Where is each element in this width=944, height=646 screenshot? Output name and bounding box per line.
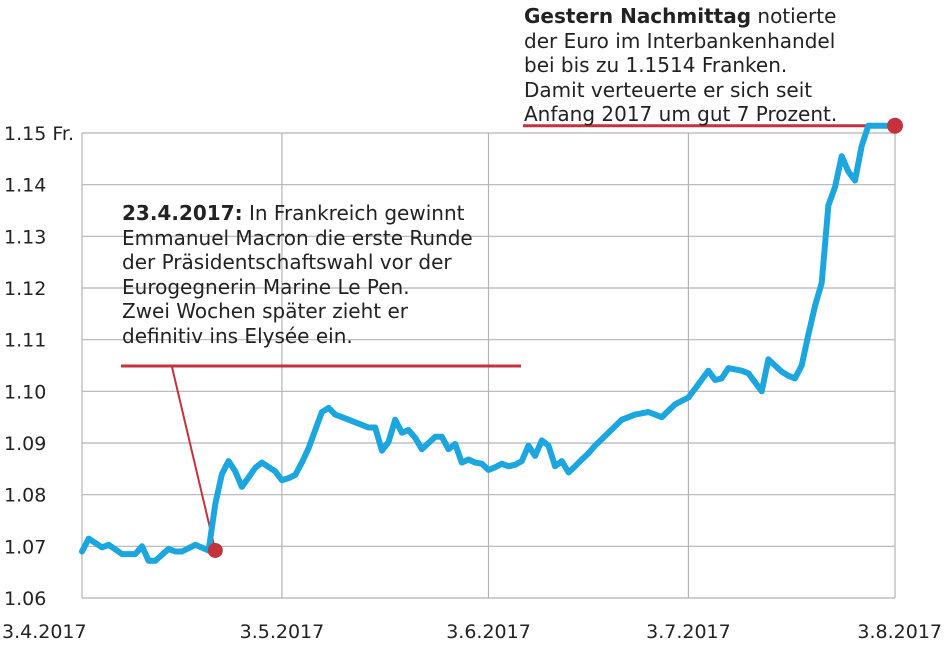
annotation-macron-line: definitiv ins Elysée ein. xyxy=(122,323,353,348)
annotation-leaders xyxy=(121,124,895,551)
x-tick-label: 3.7.2017 xyxy=(646,621,731,643)
annotation-macron-marker xyxy=(207,542,223,558)
annotation-latest-line: der Euro im Interbankenhandel xyxy=(524,28,836,53)
annotation-latest: Gestern Nachmittag notierte der Euro im … xyxy=(524,4,837,127)
annotation-macron-leader xyxy=(171,366,217,551)
series-line xyxy=(79,122,898,564)
annotation-latest-line: Anfang 2017 um gut 7 Prozent. xyxy=(524,102,838,126)
x-axis-ticks: 3.4.2017 3.5.2017 3.6.2017 3.7.2017 3.8.2017 xyxy=(2,621,942,643)
annotation-macron-line: Emmanuel Macron die erste Runde xyxy=(122,225,473,250)
x-tick-label: 3.5.2017 xyxy=(240,621,325,643)
y-tick-label: 1.11 xyxy=(4,330,46,352)
annotation-latest-bold: Gestern Nachmittag xyxy=(524,4,752,28)
annotation-latest-marker xyxy=(887,117,903,134)
y-tick-label: 1.15 Fr. xyxy=(4,123,74,145)
y-tick-label: 1.13 xyxy=(4,226,46,248)
annotation-markers xyxy=(207,117,903,558)
annotation-macron-line: Eurogegnerin Marine Le Pen. xyxy=(122,274,410,299)
annotation-macron-bold: 23.4.2017: xyxy=(122,201,243,225)
annotation-macron-line: Zwei Wochen später zieht er xyxy=(122,299,408,323)
x-tick-label: 3.4.2017 xyxy=(2,621,87,643)
annotation-macron-line: In Frankreich gewinnt xyxy=(248,201,465,225)
annotation-macron: 23.4.2017: In Frankreich gewinnt Emmanue… xyxy=(122,201,473,348)
y-tick-label: 1.10 xyxy=(4,381,46,403)
y-tick-label: 1.06 xyxy=(4,588,46,610)
x-tick-label: 3.6.2017 xyxy=(446,621,531,643)
y-axis-ticks: 1.06 1.07 1.08 1.09 1.10 1.11 1.12 1.13 1.14 1.15… xyxy=(4,123,74,610)
y-tick-label: 1.14 xyxy=(4,175,46,197)
annotation-macron-line: der Präsidentschaftswahl vor der xyxy=(122,250,452,274)
y-tick-label: 1.12 xyxy=(4,278,46,300)
annotation-latest-line: bei bis zu 1.1514 Franken. xyxy=(524,53,788,77)
y-tick-label: 1.09 xyxy=(4,433,46,455)
annotation-latest-line: notierte xyxy=(757,4,837,28)
y-tick-label: 1.08 xyxy=(4,485,46,507)
y-tick-label: 1.07 xyxy=(4,536,46,558)
x-tick-label: 3.8.2017 xyxy=(857,621,942,643)
annotation-latest-line: Damit verteuerte er sich seit xyxy=(524,77,813,102)
